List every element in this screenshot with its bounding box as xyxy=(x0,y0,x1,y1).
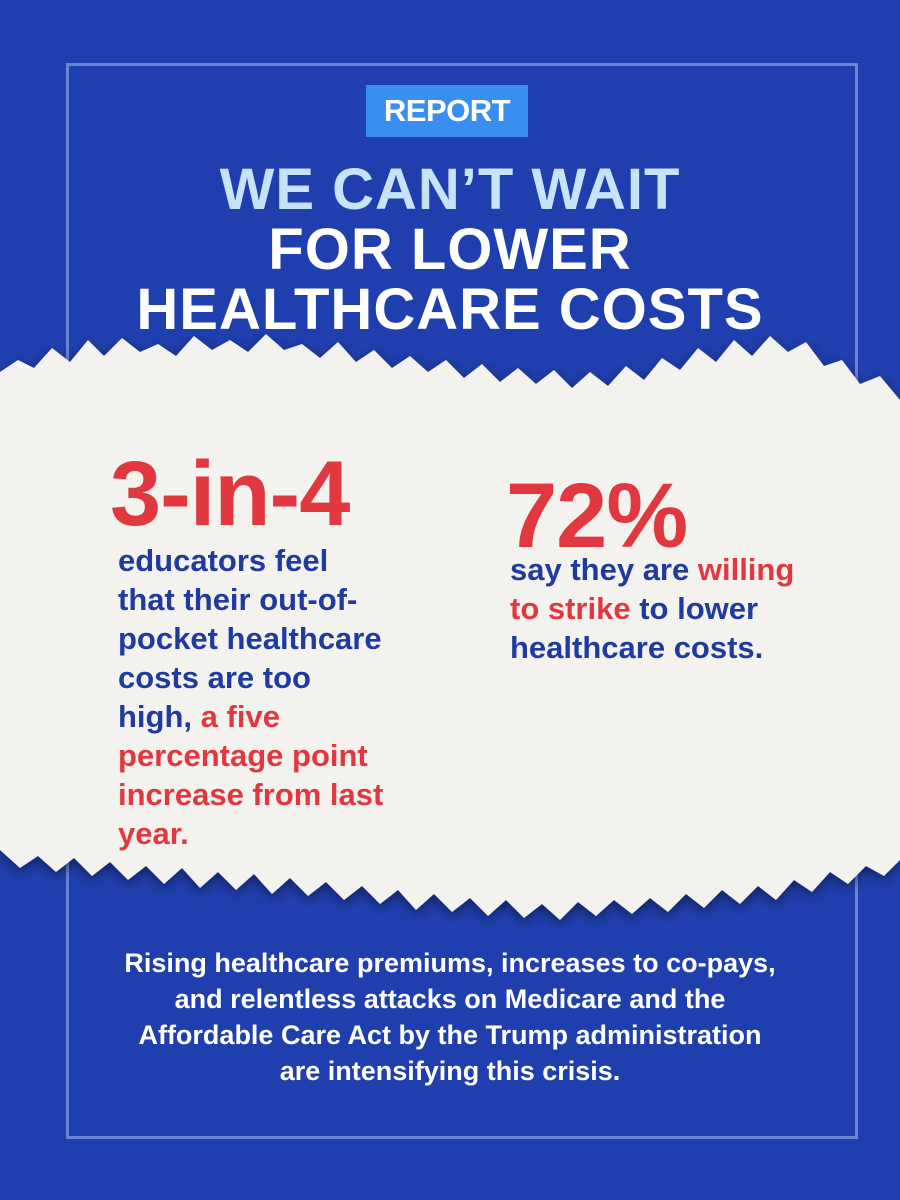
headline-line-1: WE CAN’T WAIT xyxy=(219,157,681,222)
headline-line-2: FOR LOWER xyxy=(268,217,632,282)
stat-2-value: 72% xyxy=(506,465,688,567)
stat-2-text-before: say they are xyxy=(510,552,690,587)
stat-2-text-after: to lower healthcare costs. xyxy=(510,591,764,665)
stat-1-value: 3-in-4 xyxy=(110,443,350,545)
stat-1-highlight: a five percentage point increase from la… xyxy=(118,699,384,851)
footer-text: Rising healthcare premiums, increases to… xyxy=(124,948,776,1086)
stat-2-highlight: willing to strike xyxy=(510,552,795,626)
stat-2-description: say they are willing to strike to lower … xyxy=(510,550,800,667)
stat-1-text: educators feel that their out-of-pocket … xyxy=(118,543,382,734)
headline-line-3: HEALTHCARE COSTS xyxy=(136,277,764,342)
headline: WE CAN’T WAIT FOR LOWER HEALTHCARE COSTS xyxy=(0,160,900,340)
stat-1-description: educators feel that their out-of-pocket … xyxy=(118,541,388,853)
report-badge: REPORT xyxy=(366,85,528,137)
